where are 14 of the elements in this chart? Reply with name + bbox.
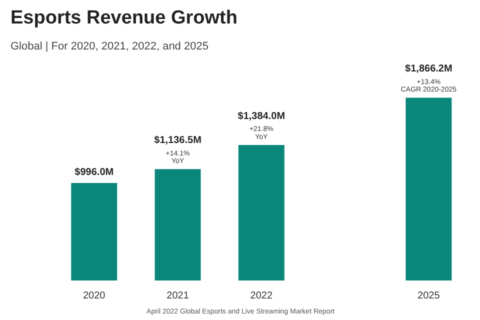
data-label: $1,136.5M: [154, 135, 202, 146]
x-tick-label: 2021: [166, 290, 190, 302]
x-tick-label: 2020: [83, 290, 106, 302]
bar: [154, 169, 201, 280]
data-label: $1,384.0M: [238, 110, 286, 122]
chart-subtitle: Global | For 2020, 2021, 2022, and 2025: [10, 40, 208, 52]
bar: [406, 98, 452, 280]
data-label: $996.0M: [74, 166, 114, 178]
bar: [238, 144, 284, 280]
x-tick-label: 2025: [418, 290, 440, 302]
data-label: $1,866.2M: [405, 64, 452, 75]
x-tick-label: 2022: [250, 290, 273, 302]
bar: [71, 182, 118, 280]
chart-title: Esports Revenue Growth: [10, 8, 238, 28]
